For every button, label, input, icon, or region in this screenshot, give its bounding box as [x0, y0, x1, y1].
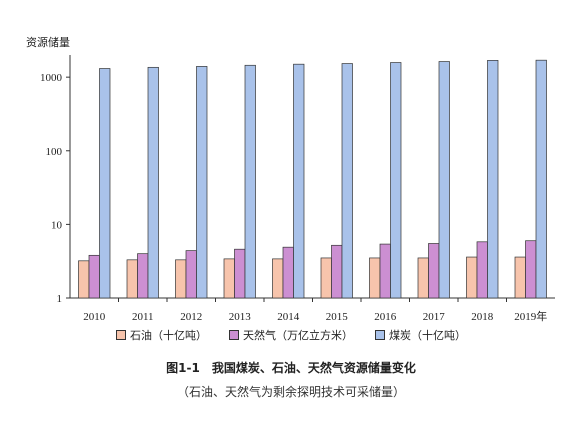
bar [234, 248, 246, 299]
figure-title: 图1-1 我国煤炭、石油、天然气资源储量变化 [166, 361, 416, 375]
y-tick-label: 10 [51, 219, 63, 231]
bar [476, 241, 488, 299]
x-tick-label: 2010 [83, 311, 106, 323]
bar [417, 257, 429, 299]
bar [147, 66, 159, 299]
bar [487, 60, 499, 299]
bar [535, 59, 547, 299]
legend-label: 石油（十亿吨） [130, 329, 207, 342]
bar [244, 64, 256, 299]
x-tick-label: 2017 [423, 311, 446, 323]
bar [223, 258, 235, 299]
bar [272, 258, 284, 299]
bar [369, 257, 381, 299]
x-tick-label: 2019年 [514, 309, 547, 323]
bar [331, 244, 343, 299]
bar [137, 253, 149, 299]
legend-item: 煤炭（十亿吨） [375, 327, 466, 343]
bar [99, 68, 111, 299]
y-tick-label: 1000 [40, 72, 63, 84]
y-axis-label: 资源储量 [26, 35, 70, 49]
x-tick-label: 2013 [229, 311, 252, 323]
bar [379, 243, 391, 299]
bar [438, 61, 450, 299]
x-tick-label: 2015 [326, 311, 349, 323]
bar [514, 256, 526, 299]
legend-item: 石油（十亿吨） [116, 327, 207, 343]
legend: 石油（十亿吨） 天然气（万亿立方米） 煤炭（十亿吨） [0, 327, 582, 343]
legend-swatch [375, 330, 385, 340]
bar [185, 250, 197, 299]
legend-label: 煤炭（十亿吨） [389, 329, 466, 342]
bar [196, 66, 208, 299]
bar [293, 63, 305, 299]
x-tick-labels: 2010 2011 2012 2013 2014 2015 2016 2017 2018 2019… [83, 309, 547, 323]
legend-label: 天然气（万亿立方米） [243, 329, 353, 342]
x-tick-label: 2016 [374, 311, 397, 323]
x-tick-label: 2014 [277, 311, 300, 323]
bar [126, 259, 138, 299]
bar [88, 254, 100, 299]
y-tick-label: 100 [46, 146, 63, 158]
bar [466, 256, 478, 299]
legend-swatch [229, 330, 239, 340]
x-tick-label: 2018 [471, 311, 494, 323]
bar [341, 63, 353, 299]
y-tick-label: 1 [57, 293, 63, 305]
bar [525, 240, 537, 299]
x-tick-label: 2012 [180, 311, 202, 323]
bar [282, 246, 294, 299]
x-tick-label: 2011 [132, 311, 154, 323]
bar [78, 260, 90, 299]
legend-swatch [116, 330, 126, 340]
y-ticks: 1 10 100 1000 [40, 72, 70, 305]
bar [320, 257, 332, 299]
figure-note: （石油、天然气为剩余探明技术可采储量） [176, 385, 405, 399]
legend-item: 天然气（万亿立方米） [229, 327, 353, 343]
bar [175, 259, 187, 299]
bars [78, 59, 547, 302]
bar [428, 243, 440, 299]
bar-chart: 资源储量 1 10 100 1000 2010 2011 2012 2013 2014 2015… [26, 35, 555, 323]
bar [390, 62, 402, 299]
